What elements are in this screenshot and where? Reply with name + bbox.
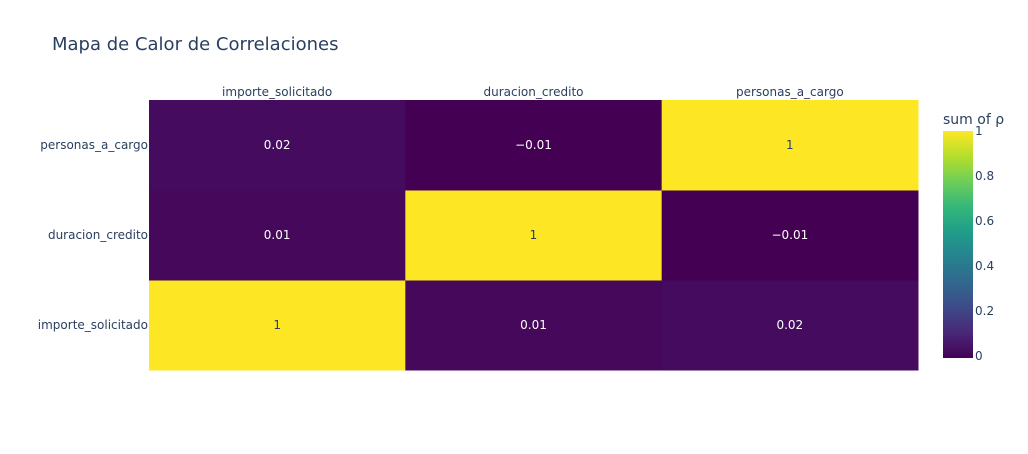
heatmap-cell-label: 0.02 [776, 318, 803, 332]
colorbar-title: sum of ρ [943, 112, 1004, 128]
chart-title: Mapa de Calor de Correlaciones [52, 34, 338, 55]
heatmap-cell-labels: 1 0.01 0.02 0.01 1 −0.01 0.02 −0.01 1 [264, 138, 808, 332]
x-tick-label: duracion_credito [483, 85, 583, 99]
heatmap-cell-label: −0.01 [515, 138, 552, 152]
heatmap-cell [661, 190, 919, 281]
heatmap-cell [405, 100, 663, 191]
colorbar-tick-label: 0.2 [975, 304, 994, 318]
colorbar: sum of ρ 0 0.2 0.4 0.6 0.8 1 [943, 112, 1004, 363]
heatmap-cell [661, 280, 919, 371]
heatmap-cells [149, 100, 919, 371]
x-tick-label: personas_a_cargo [736, 85, 844, 99]
heatmap-cell [661, 100, 919, 191]
heatmap-cell-label: 0.01 [520, 318, 547, 332]
heatmap-cell-label: 1 [530, 228, 538, 242]
heatmap-cell-label: 0.02 [264, 138, 291, 152]
y-tick-label: duracion_credito [48, 228, 148, 242]
x-axis-ticks: importe_solicitado duracion_credito person… [222, 85, 844, 99]
heatmap-cell [405, 190, 663, 281]
heatmap-cell-label: −0.01 [771, 228, 808, 242]
heatmap-cell [149, 280, 406, 371]
heatmap-cell [405, 280, 663, 371]
colorbar-ticks: 0 0.2 0.4 0.6 0.8 1 [975, 124, 994, 363]
colorbar-gradient [943, 131, 973, 358]
y-axis-ticks: importe_solicitado duracion_credito person… [38, 138, 148, 332]
heatmap-cell-label: 1 [786, 138, 794, 152]
colorbar-tick-label: 0.4 [975, 259, 994, 273]
x-tick-label: importe_solicitado [222, 85, 332, 99]
y-tick-label: personas_a_cargo [40, 138, 148, 152]
y-tick-label: importe_solicitado [38, 318, 148, 332]
heatmap-cell [149, 190, 406, 281]
heatmap-cell-label: 0.01 [264, 228, 291, 242]
colorbar-tick-label: 0.6 [975, 214, 994, 228]
colorbar-tick-label: 1 [975, 124, 983, 138]
colorbar-tick-label: 0 [975, 349, 983, 363]
heatmap-cell [149, 100, 406, 191]
heatmap-cell-label: 1 [273, 318, 281, 332]
colorbar-tick-label: 0.8 [975, 169, 994, 183]
